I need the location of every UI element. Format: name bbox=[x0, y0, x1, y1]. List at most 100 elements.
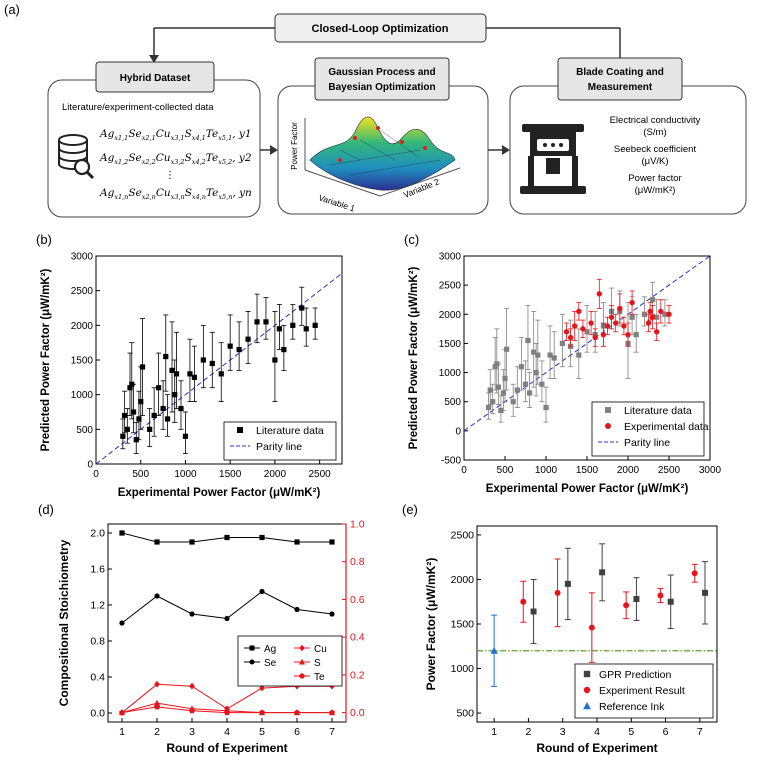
formula-subscript: x5,1 bbox=[218, 134, 232, 142]
y-tick-label: -500 bbox=[441, 456, 461, 467]
x-tick-label: 500 bbox=[132, 469, 149, 480]
legend-swatch bbox=[605, 423, 611, 429]
hybrid-title-box bbox=[95, 61, 215, 93]
right-tick-label: 0.0 bbox=[350, 707, 365, 719]
surface-point bbox=[376, 126, 380, 130]
legend-label: Te bbox=[314, 672, 325, 683]
y-axis-label: Compositional Stoichiometry bbox=[57, 539, 71, 706]
data-point bbox=[667, 598, 674, 605]
data-point bbox=[543, 404, 549, 411]
data-point bbox=[290, 322, 296, 328]
legend-label: Parity line bbox=[624, 437, 670, 449]
formula-ellipsis: ⋮ bbox=[165, 170, 175, 181]
data-point bbox=[654, 314, 660, 320]
data-point bbox=[564, 580, 571, 587]
data-point bbox=[303, 326, 309, 332]
data-point bbox=[525, 337, 531, 344]
formula-term: , yn bbox=[232, 187, 252, 199]
formula-subscript: x5,2 bbox=[218, 158, 232, 166]
formula-row: Agx1,nSex2,nCux3,nSx4,nTex5,n, yn bbox=[99, 187, 252, 201]
formula-term: , y1 bbox=[232, 128, 251, 140]
x-tick-label: 0 bbox=[93, 469, 99, 480]
y-tick-label: 1500 bbox=[71, 356, 94, 367]
legend-label: Ag bbox=[264, 644, 276, 655]
formula-subscript: x5,n bbox=[218, 193, 232, 201]
data-point bbox=[218, 371, 224, 377]
data-point bbox=[160, 405, 166, 412]
formula-subscript: x4,1 bbox=[192, 134, 206, 142]
data-point bbox=[119, 530, 125, 536]
data-point bbox=[299, 305, 305, 311]
database-icon bbox=[58, 134, 95, 180]
legend-swatch bbox=[249, 645, 255, 651]
legend-swatch bbox=[249, 659, 255, 665]
blade-title-box bbox=[557, 57, 683, 101]
y-tick-label: 3000 bbox=[439, 252, 462, 263]
data-point bbox=[533, 369, 539, 376]
data-point bbox=[209, 360, 215, 367]
y-tick-label: 0.8 bbox=[90, 636, 105, 648]
formula-term: Cu bbox=[156, 187, 171, 199]
legend-swatch bbox=[299, 658, 305, 665]
legend-swatch bbox=[299, 673, 305, 679]
legend-swatch bbox=[299, 644, 305, 652]
data-point bbox=[154, 593, 160, 599]
formula-term: Se bbox=[128, 128, 141, 140]
data-point bbox=[613, 320, 619, 326]
panel-label: (b) bbox=[36, 232, 52, 247]
data-point bbox=[629, 314, 635, 320]
data-point bbox=[608, 314, 615, 320]
data-point bbox=[120, 433, 126, 439]
right-tick-label: 0.4 bbox=[350, 632, 365, 644]
data-point bbox=[259, 709, 265, 716]
data-point bbox=[169, 367, 175, 373]
x-tick-label: 1000 bbox=[174, 469, 197, 480]
data-point bbox=[539, 381, 545, 387]
data-point bbox=[625, 331, 631, 338]
y-tick-label: 1000 bbox=[71, 390, 94, 401]
right-tick-label: 0.8 bbox=[350, 556, 365, 568]
formula-row: Agx1,1Sex2,1Cux3,1Sx4,1Tex5,1, y1 bbox=[99, 128, 252, 142]
data-point bbox=[502, 375, 508, 381]
formula-term: Ag bbox=[99, 128, 115, 140]
blade-coater-icon bbox=[520, 124, 586, 194]
legend-swatch bbox=[583, 670, 591, 678]
x-tick-label: 1 bbox=[119, 726, 125, 738]
meas-conductivity: Electrical conductivity bbox=[610, 115, 701, 126]
meas-conductivity-unit: (S/m) bbox=[643, 127, 666, 138]
surface-y-axis bbox=[379, 167, 461, 197]
plot-frame bbox=[107, 523, 347, 723]
data-point bbox=[187, 371, 193, 377]
legend-label: GPR Prediction bbox=[599, 669, 672, 681]
formula-subscript: x2,n bbox=[142, 193, 156, 201]
formula-term: S bbox=[185, 187, 192, 199]
data-point bbox=[224, 709, 230, 716]
y-tick-label: 0.0 bbox=[90, 708, 105, 720]
formula-term: Te bbox=[206, 152, 218, 164]
formula-term: Se bbox=[128, 152, 141, 164]
data-point bbox=[138, 399, 144, 405]
chart-e: (e) 1 2 3 4 5 6 7 500 1000 1500 2000 2500 Round of Ex… bbox=[402, 502, 718, 755]
data-point bbox=[547, 352, 553, 358]
formula-term: Te bbox=[206, 128, 218, 140]
x-tick-label: 1500 bbox=[576, 465, 599, 476]
formula-term: Ag bbox=[99, 187, 115, 199]
data-point bbox=[592, 334, 598, 341]
formula-term: Se bbox=[128, 187, 141, 199]
data-point bbox=[272, 357, 278, 363]
data-point bbox=[490, 399, 496, 405]
y-tick-label: 1.6 bbox=[90, 564, 105, 576]
data-point bbox=[329, 709, 335, 716]
data-point bbox=[531, 349, 537, 355]
meas-power-factor-unit: (μW/mK²) bbox=[635, 185, 676, 196]
x-tick-label: 3000 bbox=[699, 465, 722, 476]
data-point bbox=[122, 412, 128, 419]
y-tick-label: 0.4 bbox=[90, 672, 105, 684]
data-point bbox=[621, 323, 627, 329]
data-point bbox=[554, 589, 561, 596]
gp-title-box bbox=[314, 57, 450, 101]
data-point bbox=[563, 329, 570, 335]
y-tick-label: 2000 bbox=[439, 310, 462, 321]
x-tick-label: 1 bbox=[491, 726, 497, 738]
